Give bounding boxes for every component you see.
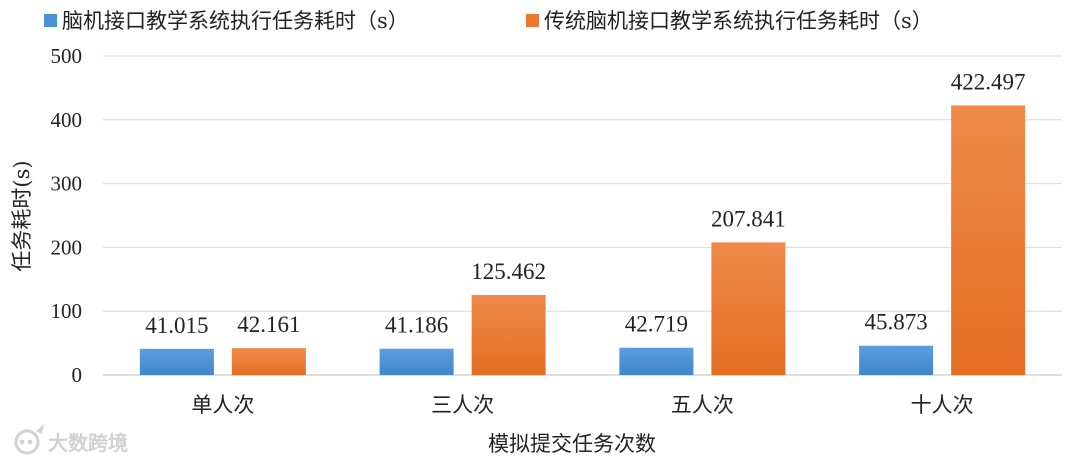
watermark: 大数跨境 [14,424,128,455]
bar-series-2-4 [951,105,1026,376]
x-tick-label: 十人次 [911,393,974,417]
legend-item-series-2: 传统脑机接口教学系统执行任务耗时（s） [526,9,933,33]
x-tick-label: 五人次 [671,393,734,417]
y-axis-title: 任务耗时(s) [10,160,34,271]
y-tick-label: 400 [51,108,83,132]
y-tick-label: 500 [51,44,83,68]
y-axis-ticks: 0 100 200 300 400 500 [51,44,83,387]
bar-series-1-2 [379,348,454,375]
bar-series-1-3 [619,347,694,375]
data-label-series-1-2: 41.186 [385,313,448,338]
x-tick-label: 三人次 [431,393,494,417]
data-label-series-2-3: 207.841 [711,206,786,231]
legend: 脑机接口教学系统执行任务耗时（s） 传统脑机接口教学系统执行任务耗时（s） [44,9,933,33]
bar-series-1-4 [859,345,934,375]
bar-series-2-2 [471,294,546,375]
y-tick-label: 200 [51,235,83,259]
legend-label-series-2: 传统脑机接口教学系统执行任务耗时（s） [544,9,933,33]
data-label-series-2-1: 42.161 [237,312,300,337]
y-tick-label: 300 [51,172,83,196]
x-axis-title: 模拟提交任务次数 [488,432,656,456]
legend-label-series-1: 脑机接口教学系统执行任务耗时（s） [62,9,409,33]
bar-series-1-1 [139,348,214,375]
y-tick-label: 100 [51,299,83,323]
data-label-series-1-4: 45.873 [865,310,928,335]
watermark-text: 大数跨境 [48,431,128,455]
watermark-logo-icon [14,424,44,455]
bars: 41.015 42.161 41.186 125.462 42.719 207.841 45… [139,69,1026,376]
x-tick-label: 单人次 [191,393,254,417]
data-label-series-2-2: 125.462 [471,259,546,284]
data-label-series-1-3: 42.719 [625,312,688,337]
y-tick-label: 0 [72,363,83,387]
legend-item-series-1: 脑机接口教学系统执行任务耗时（s） [44,9,409,33]
x-axis-ticks: 单人次 三人次 五人次 十人次 [191,393,973,417]
data-label-series-1-1: 41.015 [145,313,208,338]
legend-swatch-series-1 [44,14,57,27]
bar-series-2-1 [231,348,306,375]
legend-swatch-series-2 [526,14,539,27]
bar-series-2-3 [711,242,786,375]
data-label-series-2-4: 422.497 [951,69,1026,94]
